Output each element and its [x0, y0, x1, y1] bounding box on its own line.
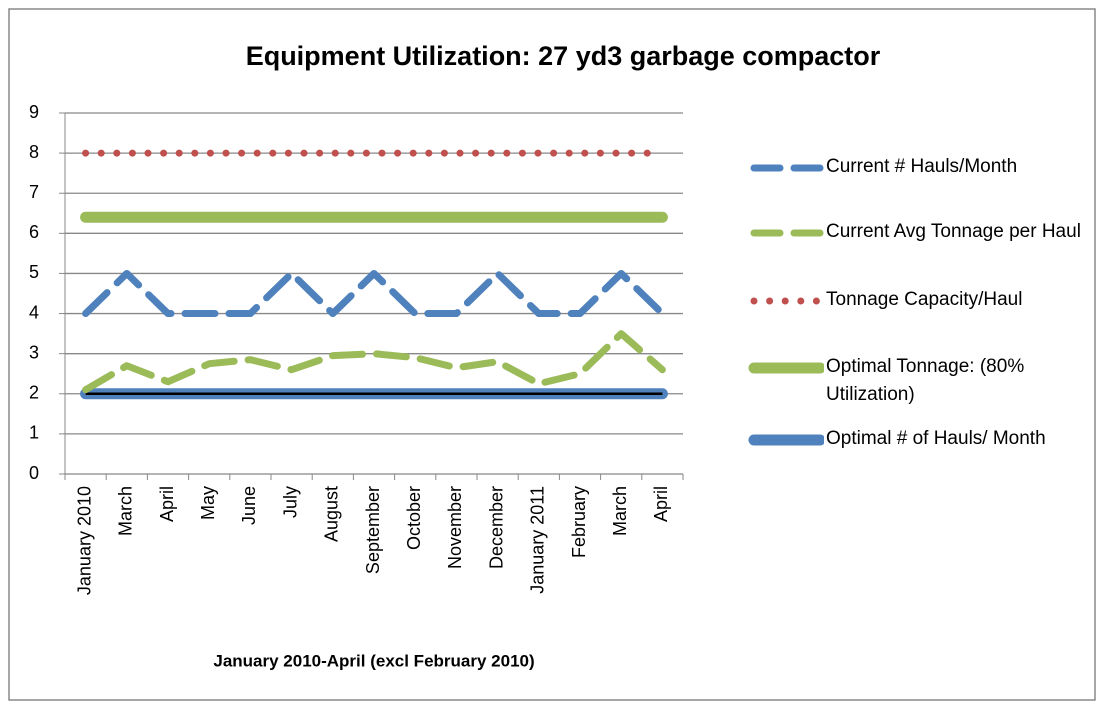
y-tick-label: 8	[29, 142, 39, 162]
x-tick-label: March	[116, 486, 136, 536]
x-tick-label: January 2011	[528, 486, 548, 594]
chart-title: Equipment Utilization: 27 yd3 garbage co…	[246, 41, 881, 71]
legend-item: Tonnage Capacity/Haul	[748, 286, 1088, 314]
legend-swatch	[748, 434, 824, 446]
x-tick-label: February	[569, 486, 589, 558]
x-tick-label: April	[651, 486, 671, 522]
y-tick-label: 7	[29, 182, 39, 202]
y-tick-label: 3	[29, 342, 39, 362]
legend-swatch	[750, 164, 824, 172]
x-tick-label: September	[363, 486, 383, 574]
legend-swatch	[750, 297, 824, 305]
x-tick-label: October	[404, 486, 424, 550]
x-axis-title: January 2010-April (excl February 2010)	[213, 651, 534, 670]
legend-swatch	[748, 362, 824, 374]
legend-label: Current # Hauls/Month	[826, 156, 1018, 177]
x-tick-label: January 2010	[74, 486, 94, 595]
legend-label: Optimal Tonnage: (80% Utilization)	[826, 356, 1025, 405]
legend-item: Current # Hauls/Month	[748, 153, 1088, 181]
y-tick-label: 6	[29, 222, 39, 242]
y-tick-label: 0	[29, 463, 39, 483]
series-line	[82, 269, 666, 318]
x-tick-label: December	[486, 486, 506, 569]
y-tick-label: 4	[29, 302, 39, 322]
x-tick-label: May	[198, 486, 218, 520]
x-tick-label: August	[322, 486, 342, 542]
legend-label: Tonnage Capacity/Haul	[826, 289, 1023, 310]
y-tick-label: 9	[29, 102, 39, 122]
series-line	[82, 330, 666, 394]
y-tick-label: 2	[29, 383, 39, 403]
legend-item: Current Avg Tonnage per Haul	[748, 218, 1088, 246]
x-tick-label: June	[239, 486, 259, 525]
legend-label: Current Avg Tonnage per Haul	[826, 221, 1081, 242]
chart-border	[8, 8, 1096, 701]
x-tick-label: July	[280, 486, 300, 518]
y-tick-label: 1	[29, 423, 39, 443]
legend-swatch	[750, 229, 824, 237]
x-tick-label: March	[610, 486, 630, 536]
legend-label: Optimal # of Hauls/ Month	[826, 428, 1046, 449]
x-tick-label: November	[445, 486, 465, 569]
x-tick-label: April	[157, 486, 177, 522]
legend-item: Optimal Tonnage: (80% Utilization)	[748, 353, 1088, 409]
legend-item: Optimal # of Hauls/ Month	[748, 425, 1088, 453]
y-tick-label: 5	[29, 262, 39, 282]
